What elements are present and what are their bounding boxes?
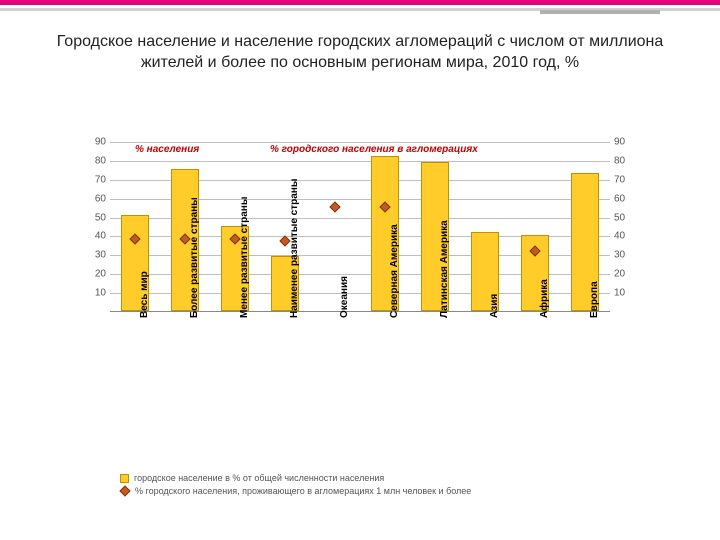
- x-category-label: Наименее развитые страны: [289, 179, 300, 318]
- decorative-top-bars: [0, 0, 720, 11]
- y-tick-left: 90: [82, 137, 106, 148]
- y-tick-right: 10: [614, 288, 638, 299]
- legend-label-1: городское население в % от общей численн…: [134, 473, 384, 483]
- y-tick-right: 60: [614, 193, 638, 204]
- x-category-label: Латинская Америка: [439, 220, 450, 318]
- marker: [329, 201, 340, 212]
- x-category-label: Северная Америка: [389, 224, 400, 318]
- x-category-label: Океания: [339, 276, 350, 318]
- legend-item-bars: городское население в % от общей численн…: [120, 473, 471, 483]
- series1-label: % населения: [135, 144, 199, 155]
- x-category-label: Азия: [489, 294, 500, 318]
- legend: городское население в % от общей численн…: [120, 470, 471, 496]
- x-category-label: Европа: [589, 281, 600, 318]
- chart-area: % населения % городского населения в агл…: [70, 120, 650, 500]
- y-tick-left: 80: [82, 155, 106, 166]
- y-tick-left: 70: [82, 174, 106, 185]
- x-category-label: Африка: [539, 279, 550, 318]
- y-tick-left: 10: [82, 288, 106, 299]
- y-tick-right: 30: [614, 250, 638, 261]
- y-tick-left: 50: [82, 212, 106, 223]
- swatch-bar-icon: [120, 474, 129, 483]
- y-tick-right: 80: [614, 155, 638, 166]
- y-tick-right: 20: [614, 269, 638, 280]
- y-tick-right: 50: [614, 212, 638, 223]
- legend-item-markers: % городского населения, проживающего в а…: [120, 486, 471, 496]
- y-tick-left: 20: [82, 269, 106, 280]
- y-tick-right: 70: [614, 174, 638, 185]
- x-category-label: Более развитые страны: [189, 197, 200, 318]
- y-tick-left: 30: [82, 250, 106, 261]
- chart-title: Городское население и население городски…: [30, 32, 690, 74]
- swatch-marker-icon: [119, 485, 130, 496]
- x-category-label: Весь мир: [139, 271, 150, 318]
- plot-area: % населения % городского населения в агл…: [110, 142, 610, 312]
- y-tick-left: 60: [82, 193, 106, 204]
- y-tick-right: 40: [614, 231, 638, 242]
- series2-label: % городского населения в агломерациях: [270, 144, 478, 155]
- legend-label-2: % городского населения, проживающего в а…: [135, 486, 471, 496]
- y-tick-right: 90: [614, 137, 638, 148]
- x-category-label: Менее развитые страны: [239, 197, 250, 318]
- y-tick-left: 40: [82, 231, 106, 242]
